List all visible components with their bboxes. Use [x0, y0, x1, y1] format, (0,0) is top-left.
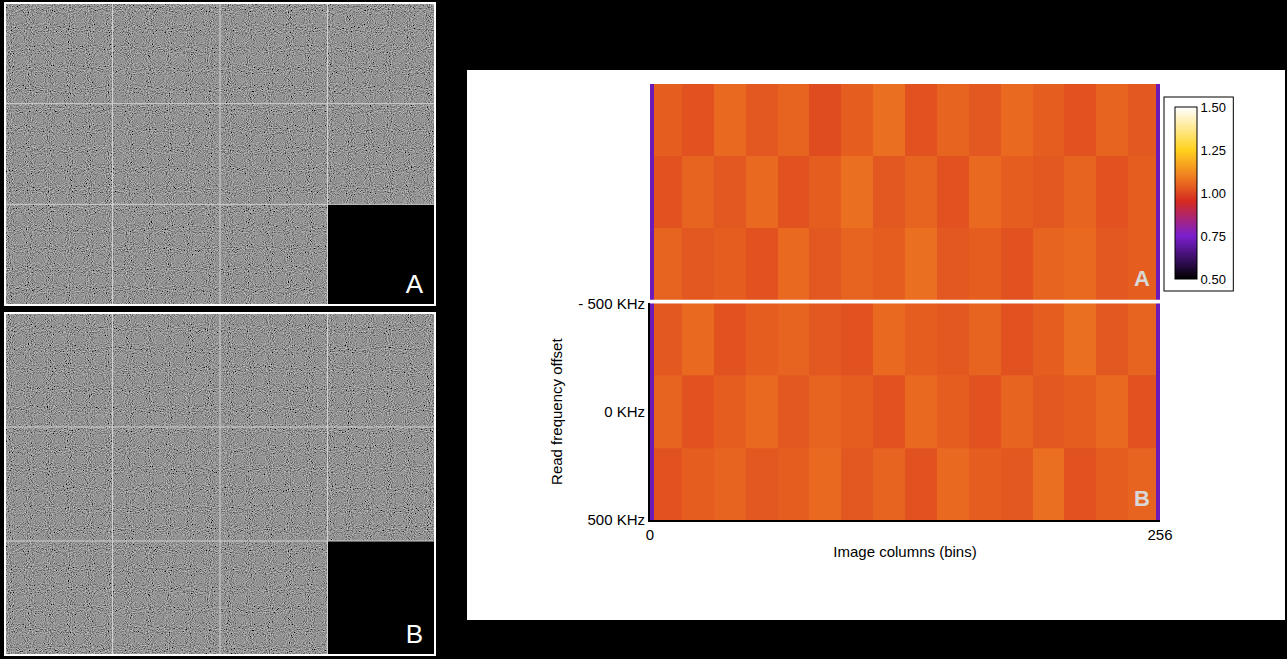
svg-text:Image columns (bins): Image columns (bins): [833, 543, 976, 560]
svg-text:500 KHz: 500 KHz: [587, 511, 645, 528]
svg-text:0 KHz: 0 KHz: [604, 403, 645, 420]
svg-text:0: 0: [646, 526, 654, 543]
svg-text:- 500 KHz: - 500 KHz: [578, 295, 645, 312]
svg-text:0.75: 0.75: [1201, 229, 1226, 244]
svg-text:B: B: [1134, 486, 1150, 511]
svg-text:0.50: 0.50: [1201, 272, 1226, 287]
svg-text:A: A: [1134, 266, 1150, 291]
svg-text:B: B: [406, 619, 423, 649]
svg-text:1.00: 1.00: [1201, 186, 1226, 201]
svg-text:1.50: 1.50: [1201, 100, 1226, 115]
svg-text:256: 256: [1147, 526, 1172, 543]
svg-text:1.25: 1.25: [1201, 143, 1226, 158]
svg-text:A: A: [406, 269, 424, 299]
svg-text:Read frequency offset: Read frequency offset: [548, 338, 565, 485]
